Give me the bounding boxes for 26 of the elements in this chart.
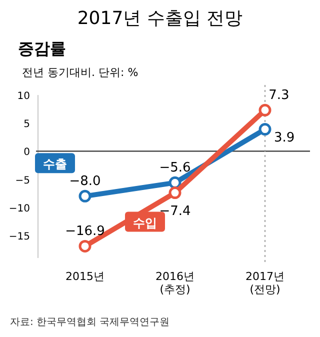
point (258, 123, 272, 136)
data-label: −5.6 (159, 160, 191, 176)
y-tick-label: 0 (24, 147, 30, 158)
data-label: −8.0 (69, 174, 101, 190)
chart-title: 2017년 수출입 전망 (77, 8, 243, 29)
x-tick-label: 2015년 (66, 270, 104, 283)
y-tick-label: 10 (17, 91, 30, 102)
text: 자료: 한국무역협회 국제무역연구원 (10, 317, 170, 328)
data-label: −16.9 (65, 224, 105, 240)
data-label: 7.3 (268, 88, 290, 104)
point (78, 240, 92, 252)
x-tick-label: 2016년 (추정) (156, 270, 194, 296)
y-tick-label: −10 (8, 203, 30, 214)
text: 수출 (43, 157, 67, 172)
data-label: 3.9 (274, 130, 295, 146)
x-tick-label: 2017년 (전망) (246, 270, 284, 296)
y-tick-label: −15 (8, 232, 30, 243)
point (258, 104, 272, 116)
y-tick-label: 5 (24, 119, 30, 130)
point (78, 190, 92, 202)
point (168, 186, 182, 200)
y-axis-title: 전년 동기대비. 단위: % (22, 66, 138, 79)
y-tick-label: −5 (15, 175, 30, 186)
chart-subtitle: 증감률 (18, 39, 66, 58)
data-label: −7.4 (159, 204, 191, 219)
series-label: 수입 (133, 216, 157, 230)
